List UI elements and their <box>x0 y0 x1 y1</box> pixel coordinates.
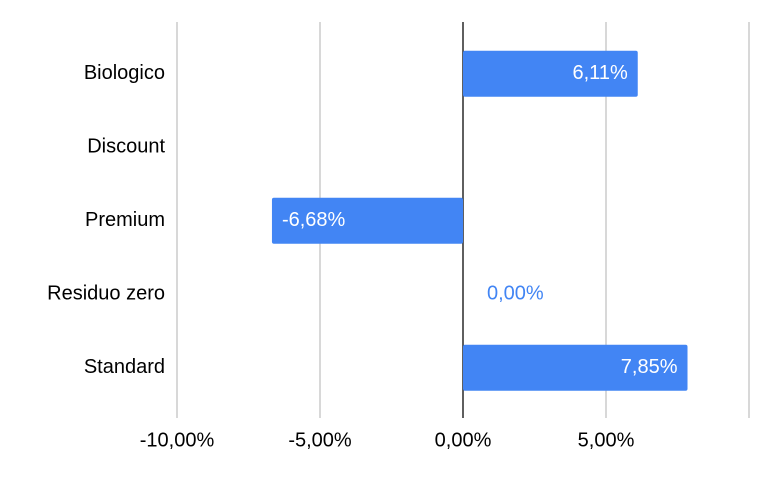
bar <box>463 50 638 97</box>
x-tick-label: -5,00% <box>288 429 352 451</box>
value-label: 0,00% <box>487 283 544 305</box>
y-tick-label: Discount <box>87 136 165 158</box>
value-label: -6,68% <box>282 209 346 231</box>
x-tick-label: -10,00% <box>140 429 215 451</box>
y-tick-label: Biologico <box>84 62 165 84</box>
y-tick-label: Standard <box>84 356 165 378</box>
bar <box>271 197 463 244</box>
value-label: 6,11% <box>573 62 628 84</box>
y-tick-label: Premium <box>85 209 165 231</box>
y-tick-label: Residuo zero <box>47 283 165 305</box>
x-tick-label: 5,00% <box>578 429 635 451</box>
x-tick-label: 0,00% <box>435 429 492 451</box>
value-label: 7,85% <box>621 356 678 378</box>
bar <box>463 344 688 391</box>
